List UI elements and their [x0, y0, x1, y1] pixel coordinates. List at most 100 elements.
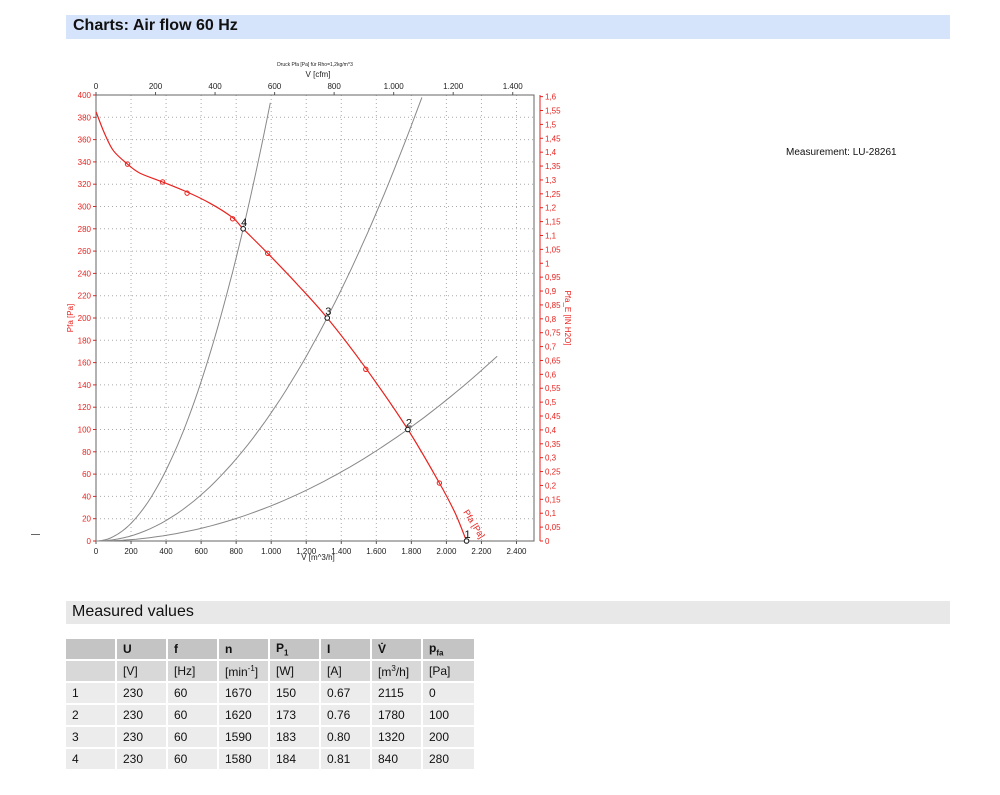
- header-cell-airflow: V̇: [372, 639, 423, 659]
- header-cell-frequency: f: [168, 639, 219, 659]
- y-right-tick-label: 1,55: [545, 107, 561, 116]
- table-cell: 1670: [219, 683, 270, 703]
- unit-cell-pressure: [Pa]: [423, 661, 474, 681]
- unit-cell-voltage: [V]: [117, 661, 168, 681]
- table-cell: 1320: [372, 727, 423, 747]
- table-cell: 0.67: [321, 683, 372, 703]
- table-cell: 200: [423, 727, 474, 747]
- y-left-axis-title: Pfa [Pa]: [66, 304, 75, 332]
- x-bottom-tick-label: 1.600: [366, 547, 387, 556]
- y-left-tick-label: 0: [87, 537, 92, 546]
- table-cell: 280: [423, 749, 474, 769]
- operating-point-marker: [405, 426, 411, 433]
- x-bottom-tick-label: 1.400: [331, 547, 352, 556]
- x-bottom-tick-label: 200: [124, 547, 138, 556]
- table-header-row: U f n P1 I V̇ pfa: [66, 639, 474, 659]
- x-bottom-tick-label: 1.000: [261, 547, 282, 556]
- x-bottom-tick-label: 800: [229, 547, 243, 556]
- system-curve-3: [95, 97, 423, 542]
- header-cell-current: I: [321, 639, 372, 659]
- measured-values-table: U f n P1 I V̇ pfa [V] [Hz] [min-1] [W] […: [66, 637, 474, 771]
- chart-header: Charts: Air flow 60 Hz: [66, 15, 950, 39]
- y-right-tick-label: 0,45: [545, 412, 561, 421]
- operating-point-label: 3: [325, 306, 331, 318]
- x-bottom-tick-label: 1.200: [296, 547, 317, 556]
- x-top-axis-title: V [cfm]: [306, 70, 331, 79]
- margin-dash: [31, 534, 40, 535]
- measured-marker: [159, 179, 166, 185]
- measured-marker: [436, 480, 443, 486]
- table-cell: 230: [117, 683, 168, 703]
- y-right-tick-label: 1,05: [545, 245, 561, 254]
- table-cell: 2115: [372, 683, 423, 703]
- y-left-tick-label: 200: [78, 314, 92, 323]
- y-left-tick-label: 60: [82, 470, 91, 479]
- x-bottom-tick-label: 1.800: [401, 547, 422, 556]
- x-bottom-tick-label: 2.200: [471, 547, 492, 556]
- y-left-tick-label: 140: [78, 381, 92, 390]
- x-top-tick-label: 400: [208, 82, 222, 91]
- table-cell: 840: [372, 749, 423, 769]
- header-cell-speed: n: [219, 639, 270, 659]
- airflow-chart: 0 200 400 600 800 1.000 1.200 1.400 1.600 1.800 2.…: [66, 62, 572, 562]
- measured-marker: [229, 216, 236, 222]
- table-cell: 60: [168, 749, 219, 769]
- table-cell: 4: [66, 749, 117, 769]
- y-right-tick-label: 1,4: [545, 148, 557, 157]
- table-cell: 1590: [219, 727, 270, 747]
- chart-curves: [95, 97, 498, 544]
- y-right-tick-label: 0,75: [545, 329, 561, 338]
- table-row: 4 230 60 1580 184 0.81 840 280: [66, 749, 474, 769]
- y-right-tick-label: 1: [545, 259, 550, 268]
- y-right-tick-label: 0,35: [545, 440, 561, 449]
- unit-cell-speed: [min-1]: [219, 661, 270, 681]
- measured-values-title: Measured values: [72, 603, 194, 620]
- y-right-tick-label: 1,2: [545, 204, 557, 213]
- measured-marker: [184, 190, 190, 196]
- unit-cell-index: [66, 661, 117, 681]
- x-bottom-tick-label: 2.400: [506, 547, 527, 556]
- table-unit-row: [V] [Hz] [min-1] [W] [A] [m3/h] [Pa]: [66, 661, 474, 681]
- y-right-tick-label: 0,9: [545, 287, 557, 296]
- y-left-tick-label: 260: [78, 247, 92, 256]
- page-title: Charts: Air flow 60 Hz: [73, 17, 238, 34]
- y-left-tick-label: 400: [78, 91, 92, 100]
- y-right-tick-label: 1,35: [545, 162, 561, 171]
- y-right-tick-label: 1,45: [545, 134, 561, 143]
- header-cell-power: P1: [270, 639, 321, 659]
- measured-marker: [264, 250, 271, 257]
- operating-point-marker: [463, 538, 470, 544]
- operating-point-label: 1: [465, 529, 471, 541]
- operating-point-marker: [240, 226, 246, 232]
- chart-labels: Druck Pfa [Pa] für Rho=1,2kg/m^3 V [cfm] V…: [66, 62, 572, 562]
- operating-point-label: 4: [241, 217, 247, 229]
- measured-marker: [124, 161, 131, 167]
- y-right-axis-title: Pfa_E [IN H2O]: [563, 290, 572, 345]
- y-right-tick-label: 0,7: [545, 343, 557, 352]
- x-bottom-tick-label: 0: [94, 547, 99, 556]
- measured-values-header: Measured values: [66, 601, 950, 624]
- y-right-tick-label: 0,15: [545, 495, 561, 504]
- y-right-tick-label: 0,1: [545, 509, 557, 518]
- unit-cell-frequency: [Hz]: [168, 661, 219, 681]
- y-left-tick-label: 240: [78, 269, 92, 278]
- y-left-tick-label: 100: [78, 426, 92, 435]
- y-right-tick-label: 0,2: [545, 481, 557, 490]
- x-top-tick-label: 1.400: [503, 82, 524, 91]
- table-cell: 60: [168, 705, 219, 725]
- y-left-tick-label: 340: [78, 158, 92, 167]
- table-cell: 0: [423, 683, 474, 703]
- x-bottom-tick-label: 400: [159, 547, 173, 556]
- y-left-tick-label: 120: [78, 403, 92, 412]
- table-row: 2 230 60 1620 173 0.76 1780 100: [66, 705, 474, 725]
- table-cell: 1620: [219, 705, 270, 725]
- header-cell-index: [66, 639, 117, 659]
- y-right-tick-label: 1,6: [545, 93, 557, 102]
- unit-cell-power: [W]: [270, 661, 321, 681]
- y-right-tick-label: 0,6: [545, 370, 557, 379]
- y-left-tick-label: 380: [78, 113, 92, 122]
- y-left-tick-label: 320: [78, 180, 92, 189]
- table-cell: 230: [117, 705, 168, 725]
- table-cell: 173: [270, 705, 321, 725]
- table-cell: 2: [66, 705, 117, 725]
